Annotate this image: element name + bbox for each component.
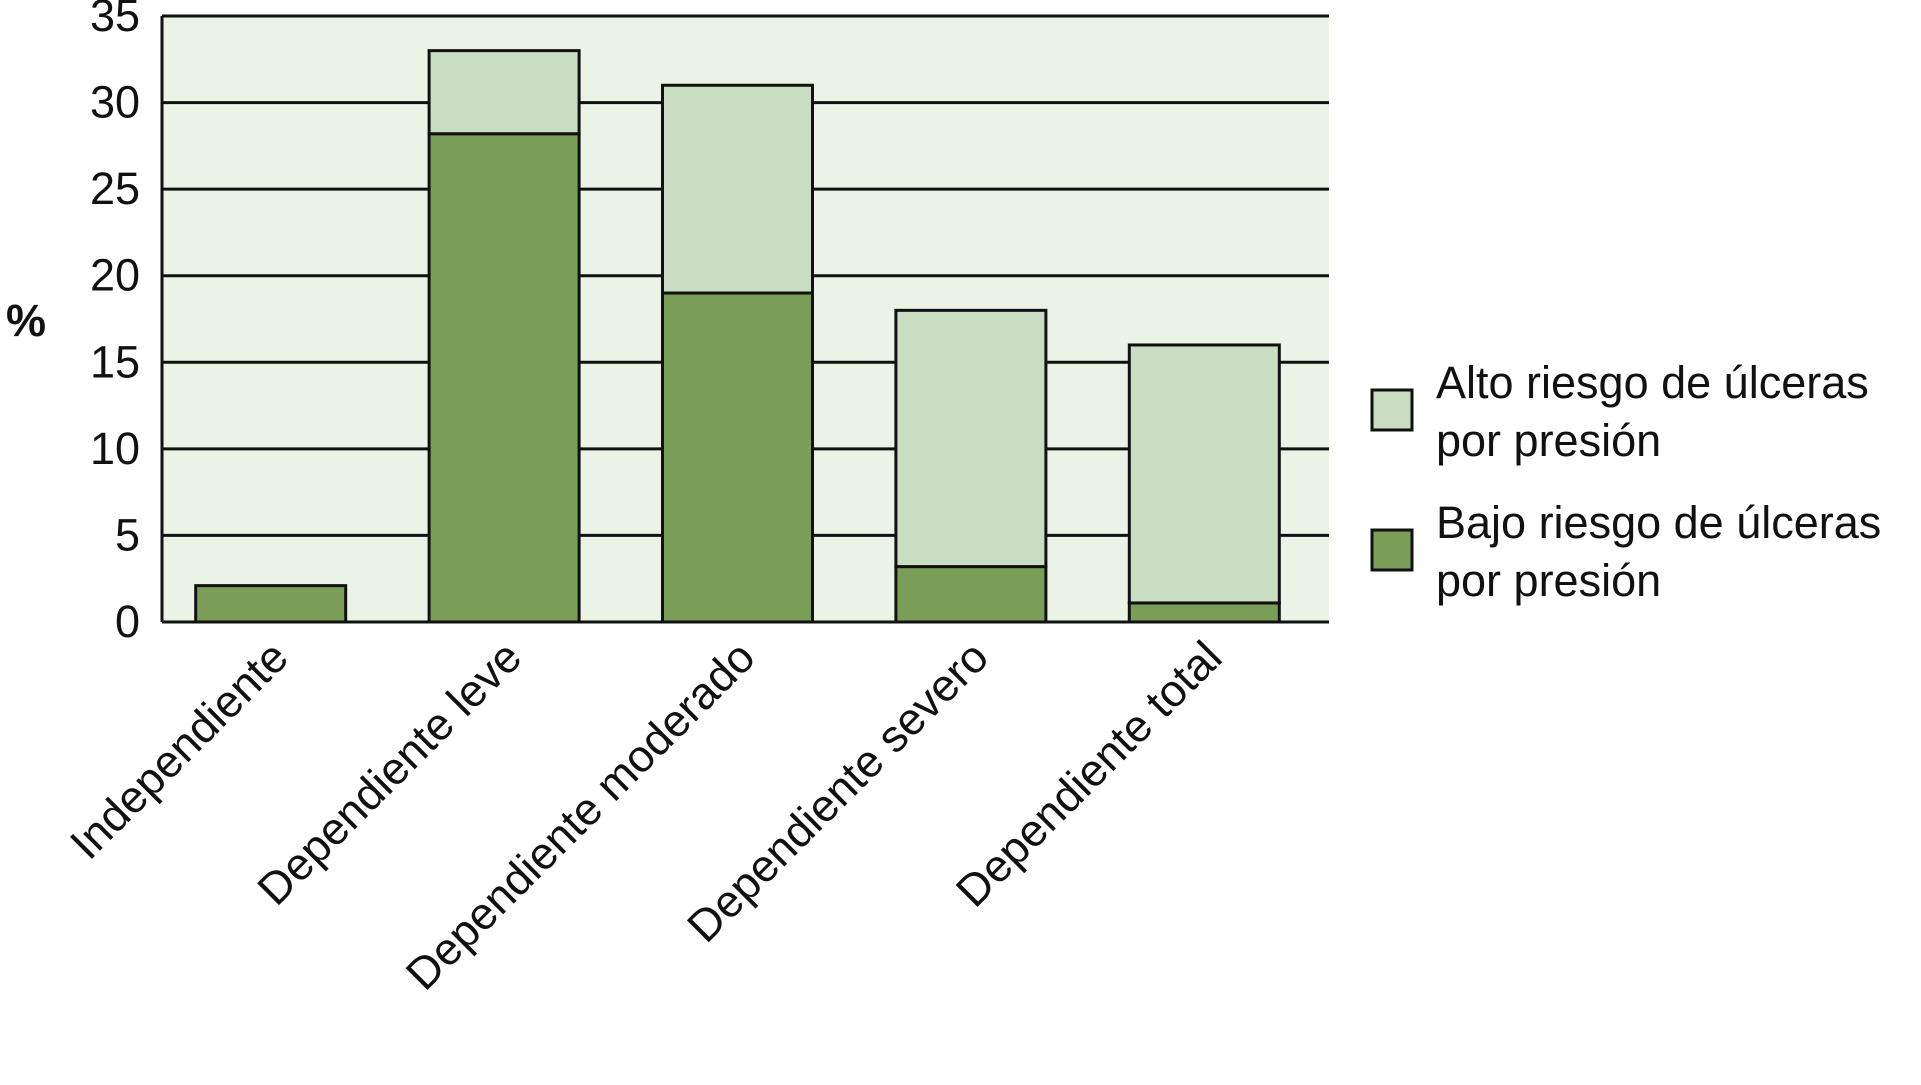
y-axis-label: % — [6, 295, 46, 346]
legend-swatch — [1370, 528, 1414, 572]
legend-label: por presión — [1436, 555, 1661, 606]
bars — [194, 49, 1281, 624]
legend-label: Bajo riesgo de úlceras — [1436, 497, 1881, 548]
bar-segment — [894, 308, 1048, 569]
y-tick-label: 35 — [90, 0, 140, 41]
y-tick-label: 20 — [90, 250, 140, 301]
bar-segment — [194, 584, 348, 624]
x-tick-label: Independiente — [60, 631, 298, 869]
y-tick-label: 5 — [115, 509, 140, 560]
bar-segment — [661, 291, 814, 624]
bar-segment — [427, 132, 581, 624]
y-tick-label: 10 — [90, 423, 140, 474]
bar-segment — [1127, 343, 1281, 605]
bar-segment — [1127, 601, 1281, 624]
legend: Alto riesgo de úlceras por presión Bajo ri… — [1370, 357, 1881, 606]
bar-segment — [894, 565, 1048, 624]
y-tick-label: 0 — [115, 596, 140, 647]
y-ticks: 0 5 10 15 20 25 30 35 — [90, 0, 140, 647]
bar-segment — [661, 83, 814, 295]
y-tick-label: 15 — [90, 336, 140, 387]
legend-label: Alto riesgo de úlceras — [1436, 357, 1869, 408]
y-tick-label: 30 — [90, 77, 140, 128]
legend-swatch — [1370, 388, 1414, 432]
legend-label: por presión — [1436, 415, 1661, 466]
bar-segment — [427, 49, 581, 136]
y-tick-label: 25 — [90, 163, 140, 214]
